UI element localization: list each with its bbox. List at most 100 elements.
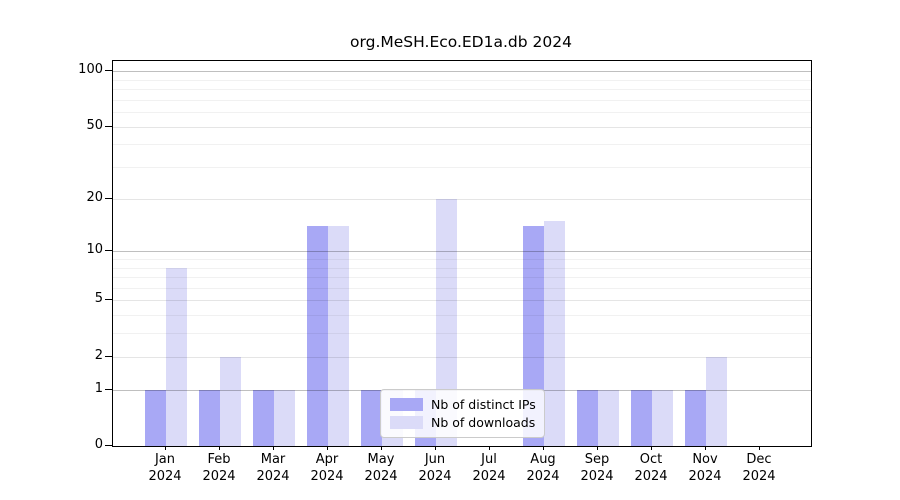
x-tick-label: Dec 2024 — [727, 452, 791, 485]
y-tick-label: 1 — [94, 380, 103, 396]
y-tick-label: 10 — [86, 242, 103, 258]
bar — [307, 226, 328, 446]
bar — [145, 389, 166, 446]
x-tick-month: Feb — [207, 452, 231, 467]
x-tick-month: Jul — [481, 452, 497, 467]
bar — [544, 220, 565, 446]
bar — [436, 198, 457, 446]
x-tick — [489, 446, 490, 450]
x-tick — [651, 446, 652, 450]
x-tick-month: Jan — [154, 452, 176, 467]
x-tick-year: 2024 — [148, 468, 182, 484]
y-tick — [105, 125, 112, 127]
bar — [328, 226, 349, 446]
x-tick-month: Sep — [584, 452, 610, 467]
x-tick-year: 2024 — [472, 468, 506, 484]
x-tick-label: Sep 2024 — [565, 452, 629, 485]
y-tick — [105, 299, 112, 301]
bar — [199, 389, 220, 446]
y-tick-label: 5 — [94, 291, 103, 307]
grid-line-minor — [113, 112, 811, 114]
y-tick-label: 50 — [86, 117, 103, 133]
x-tick-label: Feb 2024 — [187, 452, 251, 485]
grid-line-minor — [113, 315, 811, 317]
legend-item: Nb of distinct IPs — [390, 396, 536, 412]
x-tick-month: May — [367, 452, 395, 467]
x-tick — [597, 446, 598, 450]
x-tick-year: 2024 — [688, 468, 722, 484]
x-tick-year: 2024 — [526, 468, 560, 484]
x-tick-month: Oct — [639, 452, 663, 467]
plot-area — [112, 60, 812, 447]
bar — [166, 267, 187, 446]
grid-line-minor — [113, 267, 811, 269]
legend-item: Nb of downloads — [390, 415, 535, 430]
x-tick-label: Jan 2024 — [133, 452, 197, 485]
x-tick-month: Jun — [424, 452, 446, 467]
grid-line-minor — [113, 333, 811, 335]
grid-line-minor — [113, 287, 811, 289]
grid-line-minor — [113, 79, 811, 81]
x-tick — [705, 446, 706, 450]
y-tick-label: 2 — [94, 347, 103, 363]
x-tick — [381, 446, 382, 450]
x-tick-label: Jul 2024 — [457, 452, 521, 485]
grid-line-minor — [113, 259, 811, 260]
x-tick-label: Apr 2024 — [295, 452, 359, 485]
bar — [274, 389, 295, 446]
bar — [685, 389, 706, 446]
x-tick-label: Jun 2024 — [403, 452, 467, 485]
y-tick-label: 0 — [94, 437, 103, 452]
bar — [577, 389, 598, 446]
bar — [598, 389, 619, 446]
grid-line-minor — [113, 277, 811, 279]
y-tick-label: 20 — [86, 189, 103, 205]
x-tick-label: Aug 2024 — [511, 452, 575, 485]
y-tick — [105, 445, 112, 446]
legend-label: Nb of distinct IPs — [431, 396, 536, 412]
grid-line-minor — [113, 144, 811, 146]
x-tick-year: 2024 — [364, 468, 398, 484]
legend-label: Nb of downloads — [431, 415, 536, 431]
grid-line-minor — [113, 167, 811, 169]
x-tick-year: 2024 — [418, 468, 452, 484]
y-tick-label: 100 — [78, 62, 103, 78]
grid-line-major — [113, 251, 811, 253]
y-tick — [105, 70, 112, 72]
x-tick-month: Dec — [746, 452, 772, 467]
grid-line-major — [113, 71, 811, 73]
x-tick-label: Nov 2024 — [673, 452, 737, 485]
x-tick-year: 2024 — [742, 468, 776, 484]
grid-line-major — [113, 356, 811, 358]
x-tick-year: 2024 — [580, 468, 614, 484]
x-tick-year: 2024 — [202, 468, 236, 484]
y-tick — [105, 355, 112, 357]
x-tick — [273, 446, 274, 450]
x-tick-label: Mar 2024 — [241, 452, 305, 485]
x-tick-label: Oct 2024 — [619, 452, 683, 485]
y-tick — [105, 250, 112, 252]
grid-line-major — [113, 126, 811, 128]
x-tick — [219, 446, 220, 450]
grid-line-major — [113, 198, 811, 200]
bar — [361, 389, 382, 446]
x-tick-month: Mar — [260, 452, 286, 467]
legend-swatch — [390, 416, 423, 430]
x-tick-year: 2024 — [256, 468, 290, 484]
bar — [631, 389, 652, 446]
x-tick — [543, 446, 544, 450]
bar — [253, 389, 274, 446]
x-tick-month: Apr — [315, 452, 339, 467]
x-tick-month: Aug — [530, 452, 556, 467]
chart-title: org.MeSH.Eco.ED1a.db 2024 — [350, 33, 572, 51]
y-tick — [105, 388, 112, 390]
legend: Nb of distinct IPs Nb of downloads — [380, 389, 545, 438]
legend-swatch — [390, 397, 423, 411]
bar — [220, 356, 241, 446]
grid-line-minor — [113, 99, 811, 101]
x-tick-year: 2024 — [634, 468, 668, 484]
x-tick — [435, 446, 436, 450]
bar — [706, 356, 727, 446]
x-tick-month: Nov — [692, 452, 718, 467]
